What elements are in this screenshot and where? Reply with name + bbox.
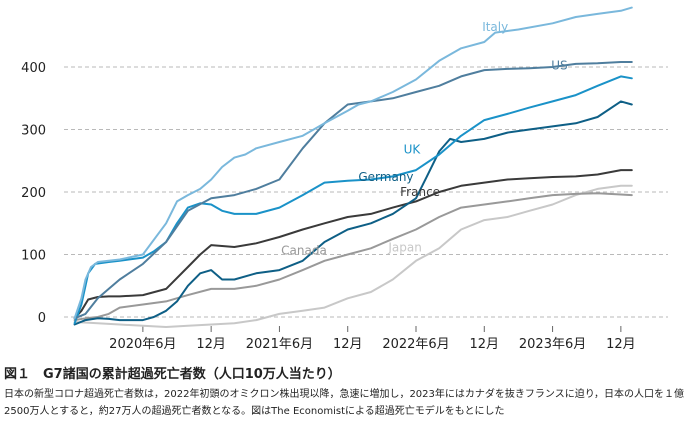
x-tick-label: 12月 (606, 337, 636, 352)
x-tick-label: 12月 (470, 337, 500, 352)
y-tick-label: 300 (21, 124, 46, 139)
grid-lines (64, 66, 668, 318)
series-label-japan: Japan (387, 240, 421, 254)
figure-caption-text: 日本の新型コロナ超過死亡者数は，2022年初頭のオミクロン株出現以降，急速に増加… (4, 389, 684, 417)
series-line-france (73, 169, 633, 320)
x-tick-label: 2020年6月 (109, 337, 176, 352)
series-label-uk: UK (404, 142, 422, 156)
x-tick-label: 2022年6月 (382, 337, 449, 352)
series-lines (73, 6, 633, 328)
series-label-italy: Italy (482, 20, 508, 34)
series-line-italy (73, 6, 633, 320)
y-tick-label: 100 (21, 249, 46, 264)
y-tick-label: 0 (38, 311, 46, 326)
series-line-canada (73, 192, 633, 322)
y-axis-tick-labels: 0 100 200 300 400 (21, 61, 46, 326)
x-tick-label: 12月 (196, 337, 226, 352)
series-label-germany: Germany (358, 170, 413, 184)
series-label-us: US (551, 59, 567, 73)
figure-caption-title: 図１ G7諸国の累計超過死亡者数（人口10万人当たり） (4, 367, 341, 382)
excess-deaths-line-chart: 0 100 200 300 400 2020年6月 12月 2021年6月 12月 2022年6… (21, 6, 668, 352)
y-tick-label: 200 (21, 186, 46, 201)
x-tick-label: 2023年6月 (519, 337, 586, 352)
series-line-japan (73, 184, 633, 328)
series-line-us (73, 61, 633, 320)
series-label-france: France (400, 185, 440, 199)
figure-caption: 図１ G7諸国の累計超過死亡者数（人口10万人当たり） 日本の新型コロナ超過死亡… (4, 366, 696, 420)
x-axis-tick-labels: 2020年6月 12月 2021年6月 12月 2022年6月 12月 2023年6月 12月 (109, 326, 636, 352)
x-tick-label: 12月 (333, 337, 363, 352)
x-tick-label: 2021年6月 (246, 337, 313, 352)
y-tick-label: 400 (21, 61, 46, 76)
series-line-uk (73, 75, 633, 325)
series-line-germany (73, 100, 633, 326)
series-label-canada: Canada (281, 244, 327, 258)
